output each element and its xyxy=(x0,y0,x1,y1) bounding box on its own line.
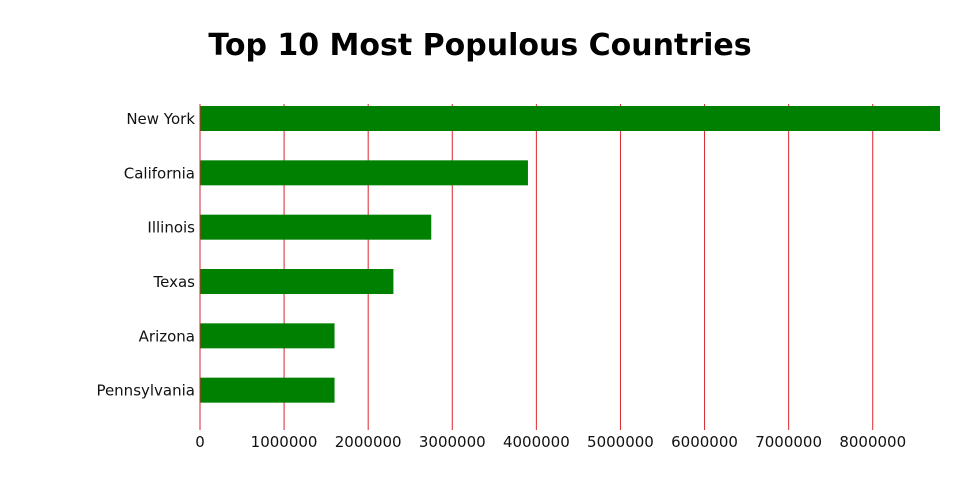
category-label: Pennsylvania xyxy=(96,382,195,400)
chart-title: Top 10 Most Populous Countries xyxy=(208,28,751,63)
bar xyxy=(200,269,394,294)
category-labels: New York California Illinois Texas Arizona Pe… xyxy=(96,110,195,400)
x-tick-label: 0 xyxy=(195,433,205,451)
category-label: Illinois xyxy=(147,219,195,237)
bar xyxy=(200,323,335,349)
bar xyxy=(200,106,940,131)
bar xyxy=(200,160,528,186)
grid-lines xyxy=(283,104,874,430)
x-tick-label: 2000000 xyxy=(335,433,402,451)
x-tick-label: 8000000 xyxy=(839,433,906,451)
category-label: Arizona xyxy=(139,327,195,345)
category-label: California xyxy=(124,164,195,182)
x-tick-label: 6000000 xyxy=(671,433,738,451)
bars xyxy=(200,106,940,403)
category-label: New York xyxy=(126,110,195,128)
x-tick-label: 7000000 xyxy=(755,433,822,451)
x-tick-label: 5000000 xyxy=(587,433,654,451)
x-tick-label: 3000000 xyxy=(419,433,486,451)
x-tick-labels: 0 1000000 2000000 3000000 4000000 5000000 6000… xyxy=(195,433,906,451)
x-tick-label: 4000000 xyxy=(503,433,570,451)
category-label: Texas xyxy=(153,273,196,291)
bar xyxy=(200,214,432,240)
x-tick-label: 1000000 xyxy=(251,433,318,451)
bar xyxy=(200,377,335,403)
